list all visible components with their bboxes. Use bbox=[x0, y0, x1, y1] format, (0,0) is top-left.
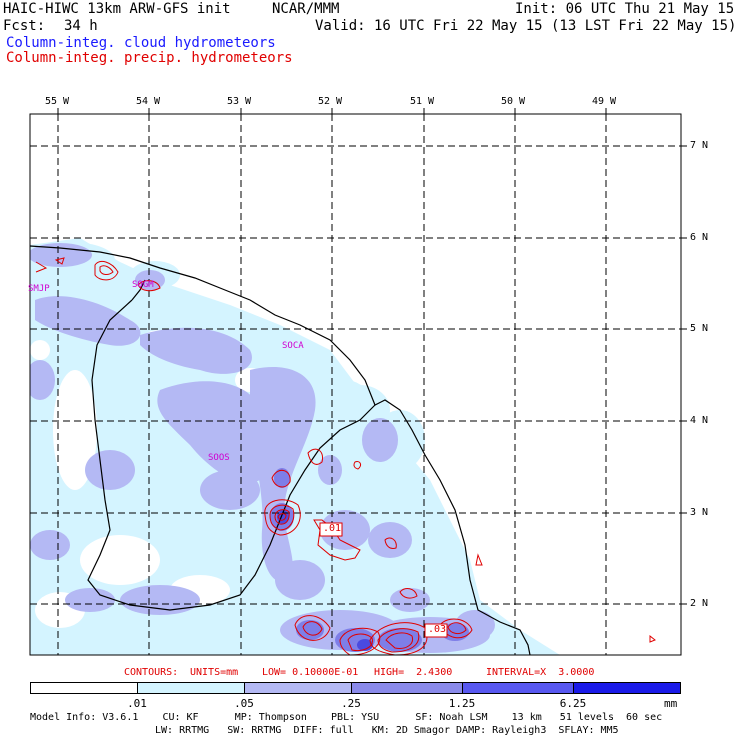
lat-label: 2 N bbox=[690, 598, 709, 609]
model-info-line2: LW: RRTMG SW: RRTMG DIFF: full KM: 2D Sm… bbox=[155, 725, 619, 736]
coastline bbox=[30, 245, 531, 655]
colorbar-cell bbox=[351, 682, 463, 694]
valid-time: Valid: 16 UTC Fri 22 May 15 (13 LST Fri … bbox=[315, 18, 737, 34]
lat-label: 3 N bbox=[690, 507, 709, 518]
colorbar-cell bbox=[244, 682, 352, 694]
cloud-field-mid bbox=[30, 243, 495, 653]
lat-label: 5 N bbox=[690, 323, 709, 334]
colorbar-cell bbox=[30, 682, 138, 694]
forecast-hours: 34 h bbox=[64, 18, 98, 34]
precip-field-label: Column-integ. precip. hydrometeors bbox=[6, 50, 293, 66]
graticule bbox=[30, 114, 681, 655]
lat-label: 4 N bbox=[690, 415, 709, 426]
station-label: SOCA bbox=[282, 341, 304, 351]
colorbar-tick: .01 bbox=[127, 697, 147, 710]
map-frame bbox=[29, 113, 682, 656]
lon-label: 53 W bbox=[227, 96, 252, 107]
station-label: SOOS bbox=[208, 453, 230, 463]
forecast-label: Fcst: bbox=[3, 18, 46, 34]
lon-label: 50 W bbox=[501, 96, 526, 107]
station-label: SOGM bbox=[132, 280, 154, 290]
lon-label: 49 W bbox=[592, 96, 617, 107]
organization: NCAR/MMM bbox=[272, 1, 340, 17]
colorbar-tick: .25 bbox=[341, 697, 361, 710]
lon-label: 52 W bbox=[318, 96, 343, 107]
colorbar-cell bbox=[573, 682, 681, 694]
lon-label: 55 W bbox=[45, 96, 70, 107]
contour-value: .03 bbox=[428, 624, 447, 635]
contour-info-label: CONTOURS: bbox=[124, 667, 179, 678]
colorbar-cell bbox=[462, 682, 574, 694]
colorbar-tick: 6.25 bbox=[559, 697, 587, 710]
contour-units: UNITS=mm bbox=[190, 667, 239, 678]
lon-label: 54 W bbox=[136, 96, 161, 107]
init-time: Init: 06 UTC Thu 21 May 15 bbox=[515, 1, 735, 17]
contour-high: HIGH= 2.4300 bbox=[374, 667, 453, 678]
country-border bbox=[87, 299, 376, 611]
contour-value: .01 bbox=[323, 523, 342, 534]
model-info-line1: Model Info: V3.6.1 CU: KF MP: Thompson P… bbox=[30, 712, 663, 723]
colorbar-tick: .05 bbox=[234, 697, 254, 710]
station-label: SMJP bbox=[28, 284, 50, 294]
contour-interval: INTERVAL=X 3.0000 bbox=[486, 667, 595, 678]
precip-contours bbox=[35, 257, 656, 655]
lon-label: 51 W bbox=[410, 96, 435, 107]
plot-title: HAIC-HIWC 13km ARW-GFS init bbox=[3, 1, 231, 17]
cloud-field-label: Column-integ. cloud hydrometeors bbox=[6, 35, 276, 51]
cloud-field-low bbox=[30, 238, 560, 655]
lat-label: 7 N bbox=[690, 140, 709, 151]
colorbar-unit: mm bbox=[664, 697, 678, 710]
colorbar-tick: 1.25 bbox=[448, 697, 476, 710]
contour-low: LOW= 0.10000E-01 bbox=[262, 667, 359, 678]
colorbar-cell bbox=[137, 682, 245, 694]
lat-label: 6 N bbox=[690, 232, 709, 243]
